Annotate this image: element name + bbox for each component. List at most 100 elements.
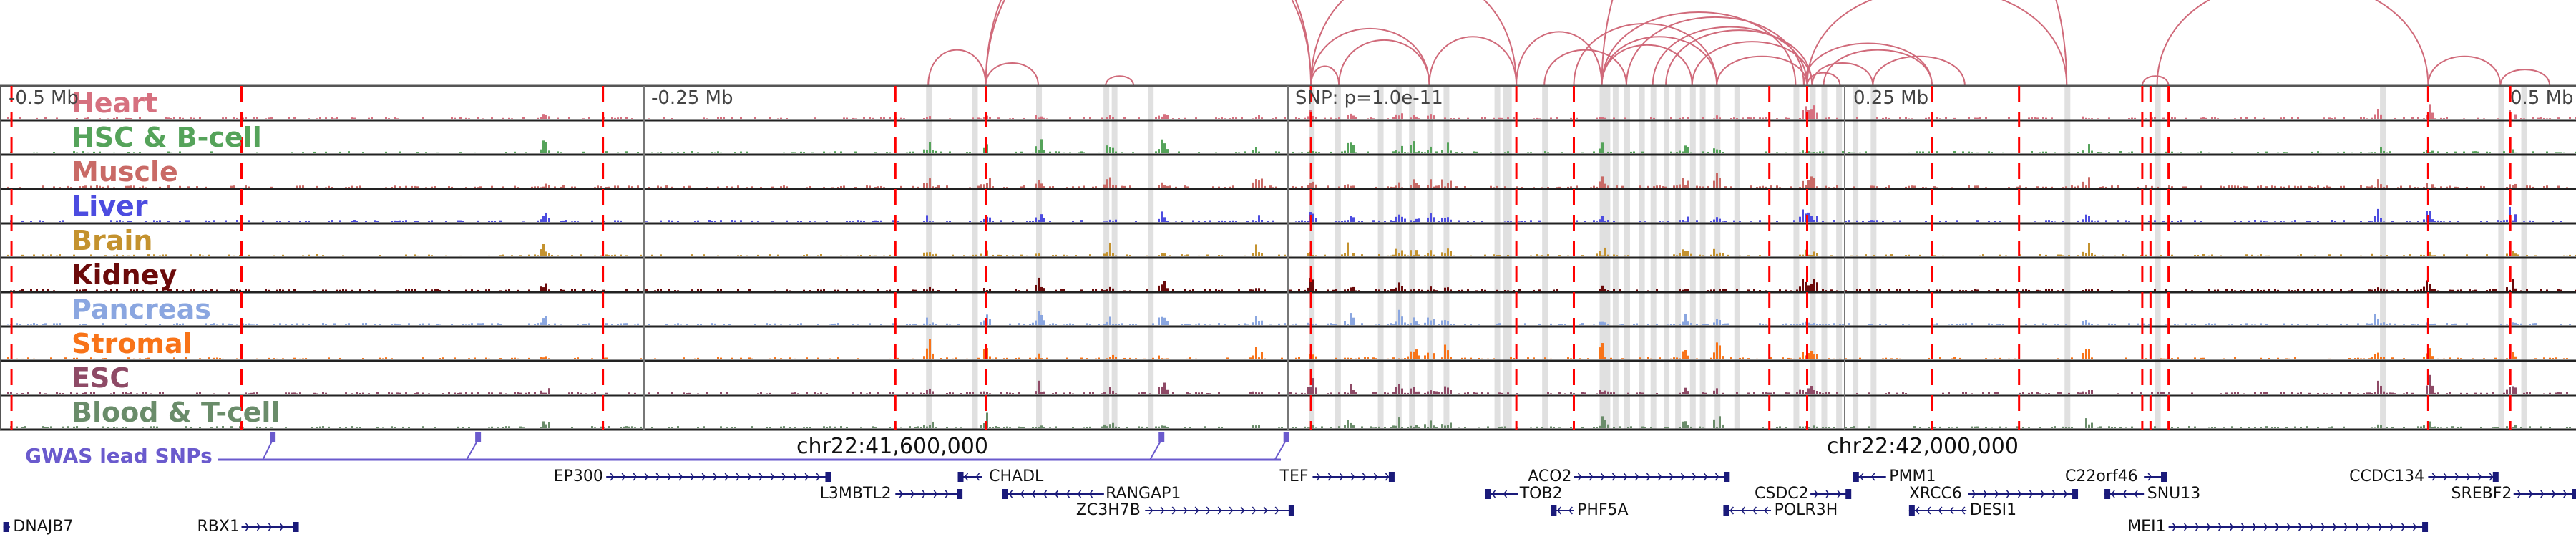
gene-label-rbx1[interactable]: RBX1 bbox=[197, 518, 240, 536]
signal-bar-blood-t-cell bbox=[1083, 427, 1085, 428]
signal-bar-muscle bbox=[2512, 185, 2514, 188]
signal-bar-hsc-b-cell bbox=[399, 151, 401, 153]
signal-bar-pancreas bbox=[1607, 324, 1609, 325]
signal-bar-pancreas bbox=[1040, 314, 1043, 325]
strand-arrow bbox=[1362, 473, 1367, 481]
signal-bar-stromal bbox=[545, 356, 547, 359]
signal-bar-liver bbox=[1467, 221, 1469, 222]
gene-label-aco2[interactable]: ACO2 bbox=[1528, 468, 1572, 485]
signal-bar-pancreas bbox=[542, 318, 545, 325]
signal-bar-heart bbox=[777, 118, 779, 119]
signal-bar-pancreas bbox=[1679, 324, 1681, 325]
gene-label-desi1[interactable]: DESI1 bbox=[1969, 501, 2017, 519]
signal-bar-muscle bbox=[665, 185, 668, 188]
signal-bar-blood-t-cell bbox=[2099, 426, 2102, 428]
signal-bar-kidney bbox=[1974, 289, 1976, 291]
signal-bar-kidney bbox=[202, 289, 204, 291]
signal-bar-esc bbox=[2389, 392, 2391, 394]
signal-bar-stromal bbox=[1161, 358, 1163, 359]
signal-bar-esc bbox=[2091, 390, 2093, 394]
gene-label-chadl[interactable]: CHADL bbox=[989, 468, 1044, 485]
gene-label-dnajb7[interactable]: DNAJB7 bbox=[13, 518, 74, 536]
signal-bar-liver bbox=[1398, 214, 1400, 222]
gene-label-l3mbtl2[interactable]: L3MBTL2 bbox=[819, 485, 892, 503]
signal-bar-kidney bbox=[1879, 289, 1881, 291]
gene-label-csdc2[interactable]: CSDC2 bbox=[1755, 485, 1809, 503]
signal-bar-esc bbox=[1101, 393, 1103, 394]
signal-bar-pancreas bbox=[831, 324, 834, 325]
signal-bar-esc bbox=[1487, 392, 1489, 394]
signal-bar-esc bbox=[1112, 390, 1114, 394]
signal-bar-kidney bbox=[414, 289, 416, 291]
signal-bar-esc bbox=[1994, 392, 1996, 394]
signal-bar-muscle bbox=[431, 186, 433, 188]
signal-bar-hsc-b-cell bbox=[1504, 152, 1506, 153]
signal-bar-pancreas bbox=[2283, 323, 2285, 325]
signal-bar-blood-t-cell bbox=[1833, 427, 1835, 428]
gene-label-snu13[interactable]: SNU13 bbox=[2147, 485, 2201, 503]
signal-bar-muscle bbox=[1261, 178, 1263, 188]
signal-bar-blood-t-cell bbox=[1072, 427, 1074, 428]
signal-bar-brain bbox=[104, 255, 107, 256]
signal-bar-pancreas bbox=[44, 323, 47, 325]
signal-bar-blood-t-cell bbox=[1106, 426, 1108, 428]
signal-bar-muscle bbox=[946, 185, 948, 188]
signal-bar-muscle bbox=[746, 187, 748, 188]
gene-label-ep300[interactable]: EP300 bbox=[553, 468, 603, 485]
signal-bar-kidney bbox=[2214, 289, 2216, 291]
signal-bar-esc bbox=[1996, 392, 1999, 394]
signal-bar-liver bbox=[562, 220, 565, 222]
signal-bar-brain bbox=[1908, 254, 1910, 256]
gene-label-srebf2[interactable]: SREBF2 bbox=[2451, 485, 2512, 503]
signal-bar-brain bbox=[2077, 255, 2079, 256]
signal-bar-pancreas bbox=[1115, 324, 1117, 325]
signal-bar-esc bbox=[2151, 392, 2153, 394]
signal-bar-muscle bbox=[1813, 178, 1815, 188]
signal-bar-pancreas bbox=[345, 324, 347, 325]
gene-label-c22orf46[interactable]: C22orf46 bbox=[2064, 468, 2138, 485]
signal-bar-kidney bbox=[1387, 290, 1389, 291]
signal-bar-muscle bbox=[932, 186, 934, 188]
strand-arrow bbox=[2367, 523, 2371, 531]
gene-label-mei1[interactable]: MEI1 bbox=[2127, 518, 2166, 536]
gene-label-rangap1[interactable]: RANGAP1 bbox=[1106, 485, 1181, 503]
gene-label-polr3h[interactable]: POLR3H bbox=[1774, 501, 1838, 519]
signal-bar-muscle bbox=[1802, 180, 1804, 188]
signal-bar-esc bbox=[477, 392, 479, 394]
signal-bar-muscle bbox=[2294, 185, 2296, 188]
signal-bar-brain bbox=[1599, 251, 1601, 256]
signal-bar-kidney bbox=[1830, 289, 1833, 291]
gene-label-phf5a[interactable]: PHF5A bbox=[1577, 501, 1629, 519]
signal-bar-muscle bbox=[2300, 185, 2302, 188]
gene-label-tob2[interactable]: TOB2 bbox=[1519, 485, 1563, 503]
signal-bar-heart bbox=[268, 117, 270, 119]
gene-label-tef[interactable]: TEF bbox=[1279, 468, 1309, 485]
signal-bar-esc bbox=[2045, 393, 2047, 394]
signal-bar-stromal bbox=[385, 357, 387, 359]
signal-bar-pancreas bbox=[84, 324, 87, 325]
gene-label-xrcc6[interactable]: XRCC6 bbox=[1908, 485, 1962, 503]
signal-bar-blood-t-cell bbox=[1020, 427, 1023, 428]
gene-label-zc3h7b[interactable]: ZC3H7B bbox=[1075, 501, 1141, 519]
signal-bar-esc bbox=[2506, 389, 2508, 394]
signal-bar-muscle bbox=[571, 186, 573, 188]
gene-label-ccdc134[interactable]: CCDC134 bbox=[2349, 468, 2425, 485]
signal-bar-brain bbox=[1613, 254, 1615, 256]
gene-label-pmm1[interactable]: PMM1 bbox=[1889, 468, 1936, 485]
signal-bar-esc bbox=[972, 392, 974, 394]
signal-bar-liver bbox=[992, 221, 994, 222]
signal-bar-liver bbox=[1378, 220, 1380, 222]
signal-bar-muscle bbox=[977, 185, 980, 188]
signal-bar-esc bbox=[826, 393, 828, 394]
signal-bar-brain bbox=[691, 254, 693, 256]
signal-bar-kidney bbox=[396, 290, 399, 291]
signal-bar-stromal bbox=[717, 357, 719, 359]
signal-bar-liver bbox=[923, 221, 925, 222]
signal-bar-kidney bbox=[1129, 290, 1131, 291]
signal-bar-brain bbox=[2260, 254, 2262, 256]
signal-bar-hsc-b-cell bbox=[1258, 151, 1260, 153]
signal-bar-kidney bbox=[2277, 289, 2279, 291]
signal-bar-heart bbox=[2497, 118, 2499, 119]
signal-bar-hsc-b-cell bbox=[1971, 152, 1973, 153]
signal-bar-hsc-b-cell bbox=[1475, 151, 1478, 153]
